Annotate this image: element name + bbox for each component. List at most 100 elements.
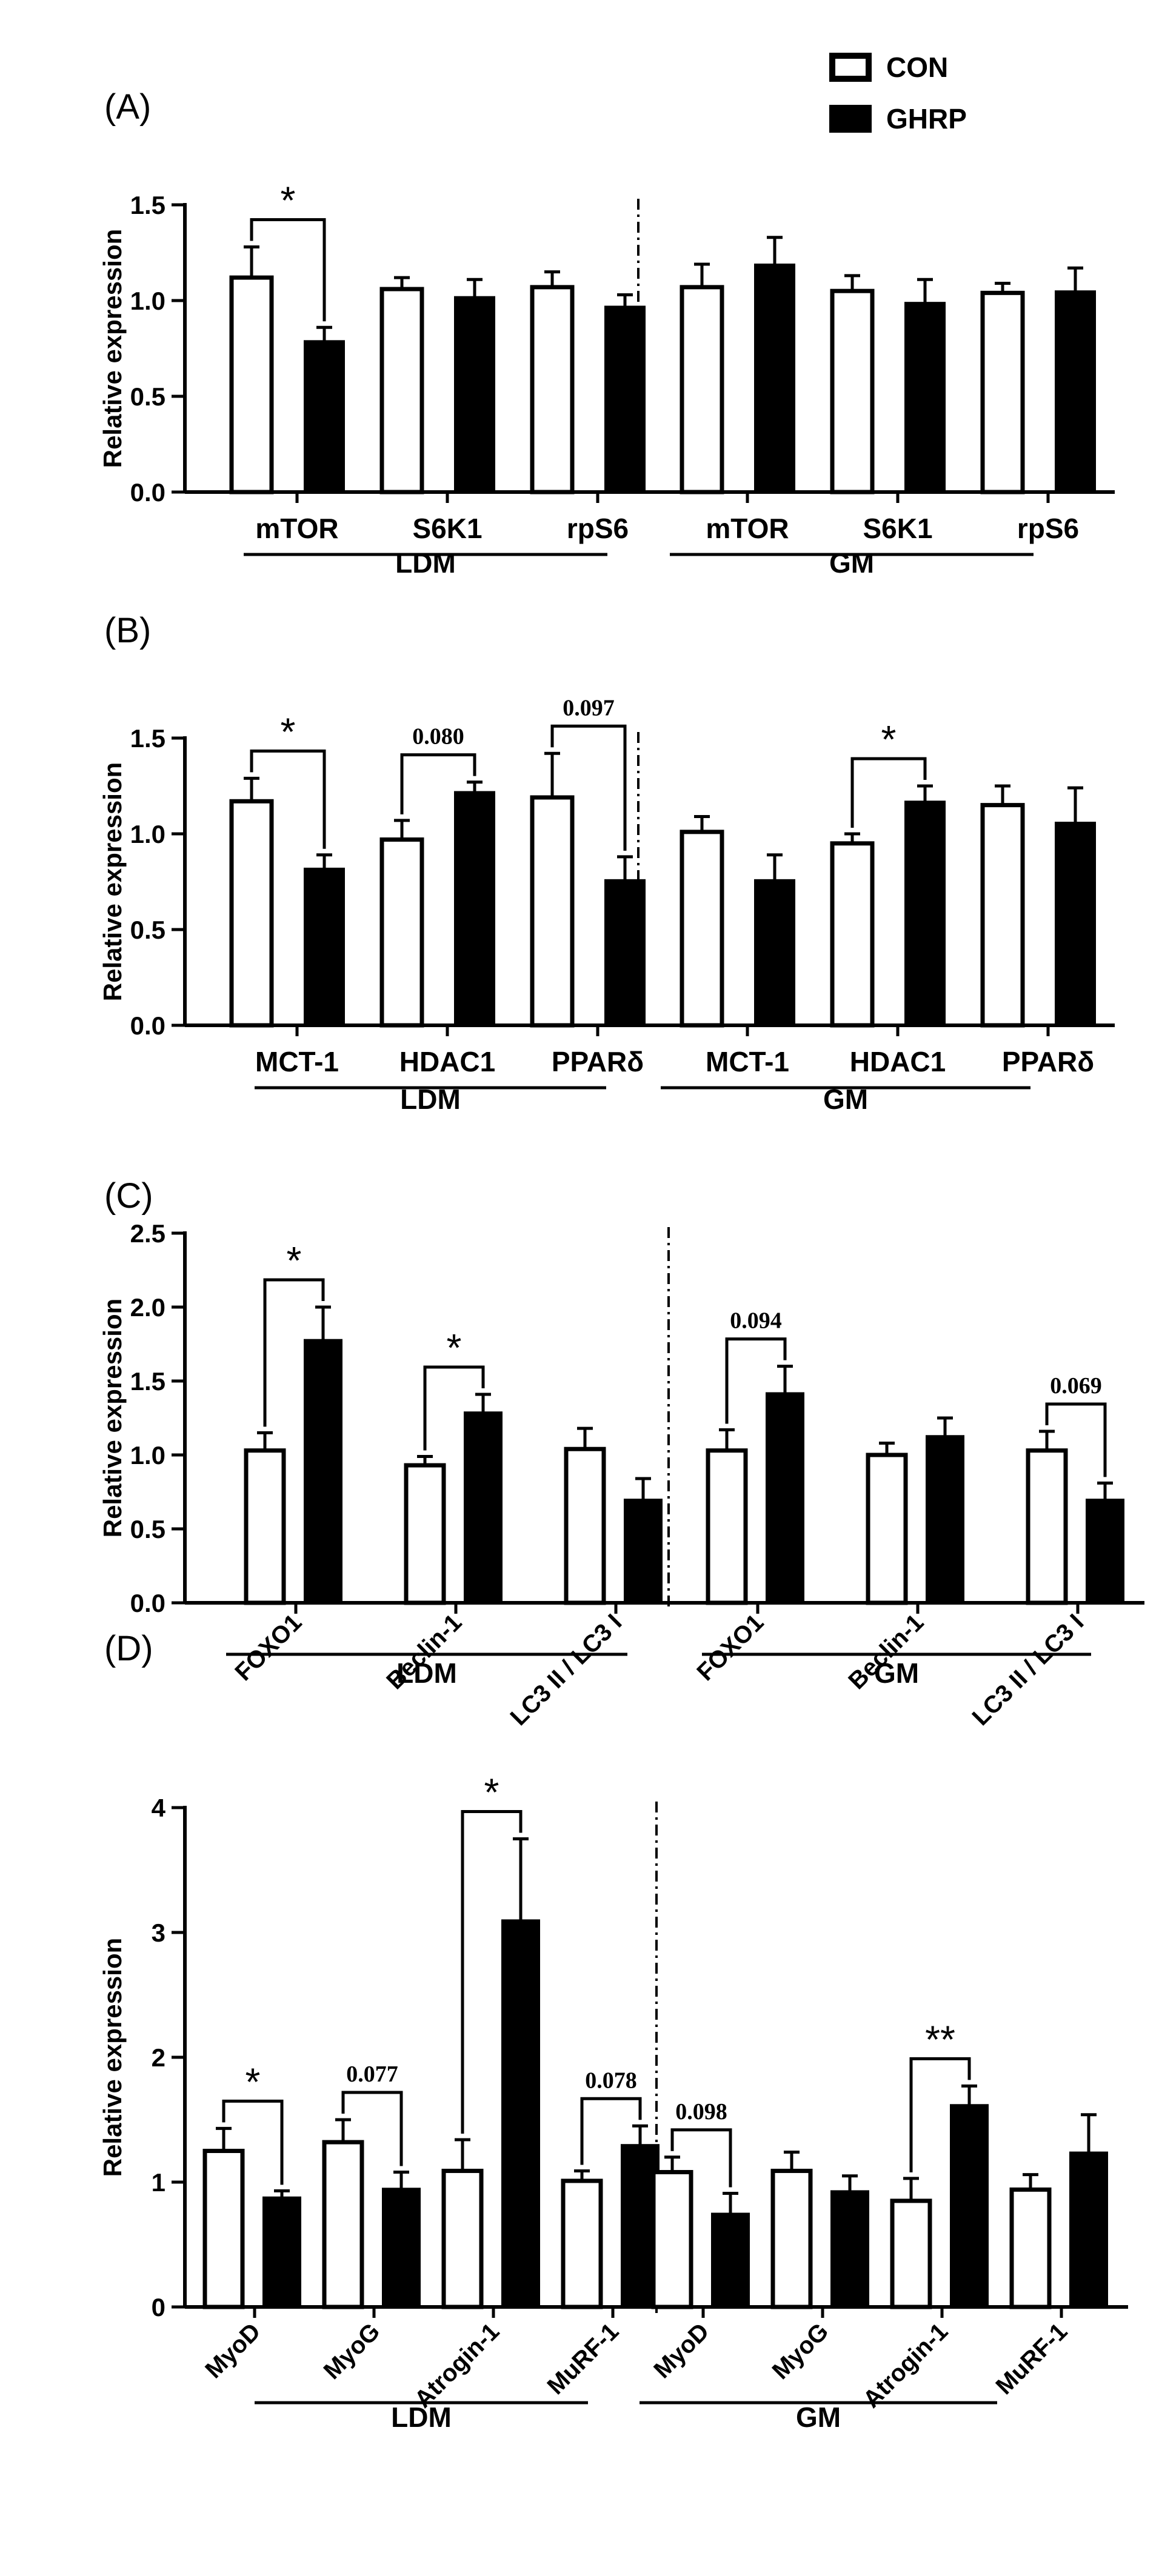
bar-con bbox=[680, 285, 724, 494]
bar-ghrp bbox=[711, 2212, 750, 2308]
y-tick-label: 1.5 bbox=[130, 724, 165, 753]
significance-bracket bbox=[909, 2057, 971, 2172]
panel-4: (D) Relative expression 0 1 2 3 4 MyoD MyoG Atrog… bbox=[98, 1629, 1128, 2433]
panel-label: (C) bbox=[104, 1176, 153, 1216]
y-tick-label: 2 bbox=[152, 2043, 165, 2072]
bar-ghrp bbox=[754, 263, 795, 493]
x-tick-label: FOXO1 bbox=[692, 1609, 769, 1686]
x-tick-label: Atrogin-1 bbox=[410, 2318, 505, 2413]
x-tick-label: mTOR bbox=[706, 513, 789, 544]
bar-ghrp bbox=[904, 302, 946, 493]
x-tick-label: MCT-1 bbox=[706, 1046, 789, 1077]
significance-bracket bbox=[1045, 1402, 1107, 1477]
bar-con bbox=[441, 2168, 484, 2309]
group-label: LDM bbox=[395, 547, 456, 579]
significance-label: * bbox=[881, 717, 897, 761]
bar-ghrp bbox=[304, 1339, 342, 1603]
x-tick-label: MyoD bbox=[649, 2318, 714, 2383]
significance-label: * bbox=[281, 179, 296, 222]
bar-ghrp bbox=[1055, 822, 1096, 1027]
bar-con bbox=[830, 841, 875, 1028]
x-tick-label: MyoG bbox=[319, 2318, 386, 2385]
bar-ghrp bbox=[624, 1499, 663, 1603]
bar-con bbox=[980, 290, 1025, 494]
panel-label: (D) bbox=[104, 1629, 153, 1668]
bar-con bbox=[530, 795, 575, 1028]
y-axis-title: Relative expression bbox=[98, 229, 127, 468]
bar-con bbox=[229, 275, 274, 494]
significance-label: * bbox=[245, 2060, 261, 2103]
bar-con bbox=[1009, 2187, 1052, 2309]
group-label: LDM bbox=[400, 1083, 461, 1115]
x-tick-label: MyoG bbox=[767, 2318, 834, 2385]
x-tick-label: MuRF-1 bbox=[991, 2318, 1073, 2400]
group-label: GM bbox=[823, 1083, 868, 1115]
bar-ghrp bbox=[304, 340, 345, 493]
legend-con-label: CON bbox=[886, 52, 948, 83]
significance-bracket bbox=[263, 1278, 325, 1427]
group-label: GM bbox=[829, 547, 874, 579]
bar-con bbox=[404, 1463, 446, 1605]
y-tick-label: 3 bbox=[152, 1919, 165, 1947]
significance-label: 0.069 bbox=[1050, 1373, 1102, 1399]
significance-label: 0.077 bbox=[346, 2062, 398, 2087]
y-tick-label: 2.5 bbox=[130, 1219, 165, 1248]
y-tick-label: 0.0 bbox=[130, 1589, 165, 1617]
bar-ghrp bbox=[830, 2190, 869, 2308]
significance-bracket bbox=[222, 2099, 284, 2185]
group-label: LDM bbox=[396, 1657, 457, 1689]
x-tick-label: HDAC1 bbox=[399, 1046, 495, 1077]
bar-con bbox=[651, 2170, 693, 2309]
significance-bracket bbox=[461, 1810, 523, 2134]
bar-ghrp bbox=[382, 2188, 421, 2308]
y-axis-title: Relative expression bbox=[98, 1299, 127, 1538]
x-tick-label: LC3 II / LC3 I bbox=[506, 1609, 627, 1731]
y-tick-label: 1.0 bbox=[130, 1441, 165, 1469]
bar-con bbox=[202, 2149, 245, 2309]
y-axis-title: Relative expression bbox=[98, 1938, 127, 2177]
bar-ghrp bbox=[454, 296, 495, 493]
significance-label: * bbox=[287, 1239, 302, 1282]
group-label: GM bbox=[796, 2401, 841, 2433]
significance-bracket bbox=[250, 218, 326, 322]
y-tick-label: 1.0 bbox=[130, 287, 165, 315]
significance-bracket bbox=[400, 753, 476, 814]
bar-ghrp bbox=[1069, 2151, 1108, 2308]
x-tick-label: FOXO1 bbox=[230, 1609, 307, 1686]
y-tick-label: 0.0 bbox=[130, 1011, 165, 1040]
panel-label: (B) bbox=[104, 611, 151, 650]
bar-con bbox=[866, 1453, 908, 1605]
bar-ghrp bbox=[454, 791, 495, 1026]
significance-bracket bbox=[580, 2097, 642, 2165]
panel-label: (A) bbox=[104, 87, 151, 127]
bar-con bbox=[706, 1448, 748, 1605]
significance-label: ** bbox=[925, 2017, 955, 2061]
significance-bracket bbox=[670, 2128, 732, 2188]
significance-label: * bbox=[484, 1771, 499, 1814]
x-tick-label: PPARδ bbox=[552, 1046, 644, 1077]
x-tick-label: S6K1 bbox=[412, 513, 482, 544]
y-tick-label: 1.5 bbox=[130, 1367, 165, 1396]
bar-con bbox=[830, 288, 875, 494]
y-tick-label: 0.5 bbox=[130, 916, 165, 944]
bar-ghrp bbox=[904, 800, 946, 1027]
x-tick-label: MCT-1 bbox=[255, 1046, 339, 1077]
bar-con bbox=[530, 285, 575, 494]
bar-con bbox=[561, 2178, 603, 2309]
x-tick-label: Atrogin-1 bbox=[858, 2318, 954, 2413]
y-tick-label: 0.5 bbox=[130, 1515, 165, 1543]
y-tick-label: 1.0 bbox=[130, 820, 165, 848]
bar-ghrp bbox=[464, 1411, 503, 1603]
bar-con bbox=[980, 803, 1025, 1028]
y-tick-label: 1 bbox=[152, 2168, 165, 2197]
x-tick-label: HDAC1 bbox=[850, 1046, 946, 1077]
group-label: LDM bbox=[391, 2401, 452, 2433]
bar-con bbox=[680, 830, 724, 1028]
bar-con bbox=[890, 2198, 932, 2309]
significance-bracket bbox=[550, 724, 627, 851]
y-tick-label: 0 bbox=[152, 2293, 165, 2321]
bar-ghrp bbox=[304, 867, 345, 1026]
x-tick-label: rpS6 bbox=[567, 513, 629, 544]
bar-con bbox=[1026, 1448, 1068, 1605]
